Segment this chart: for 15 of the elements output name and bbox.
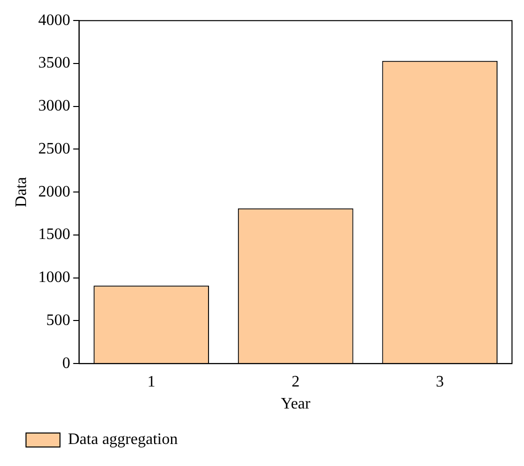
y-tick-label: 4000 — [38, 12, 70, 29]
y-tick-label: 2500 — [38, 140, 70, 158]
x-tick-label: 3 — [436, 373, 444, 390]
x-tick-label: 1 — [147, 373, 156, 390]
y-axis-title: Data — [12, 177, 30, 208]
y-tick-label: 2000 — [38, 183, 70, 200]
x-axis-title: Year — [280, 396, 312, 413]
y-tick-label: 1500 — [38, 226, 70, 244]
y-tick-label: 0 — [62, 354, 70, 372]
y-tick-label: 500 — [46, 312, 70, 329]
x-tick-label: 2 — [292, 373, 300, 390]
y-tick-label: 3500 — [38, 54, 70, 72]
y-tick-label: 3000 — [38, 98, 70, 115]
y-tick-label: 1000 — [38, 269, 70, 286]
legend-label: Data aggregation — [68, 431, 178, 448]
